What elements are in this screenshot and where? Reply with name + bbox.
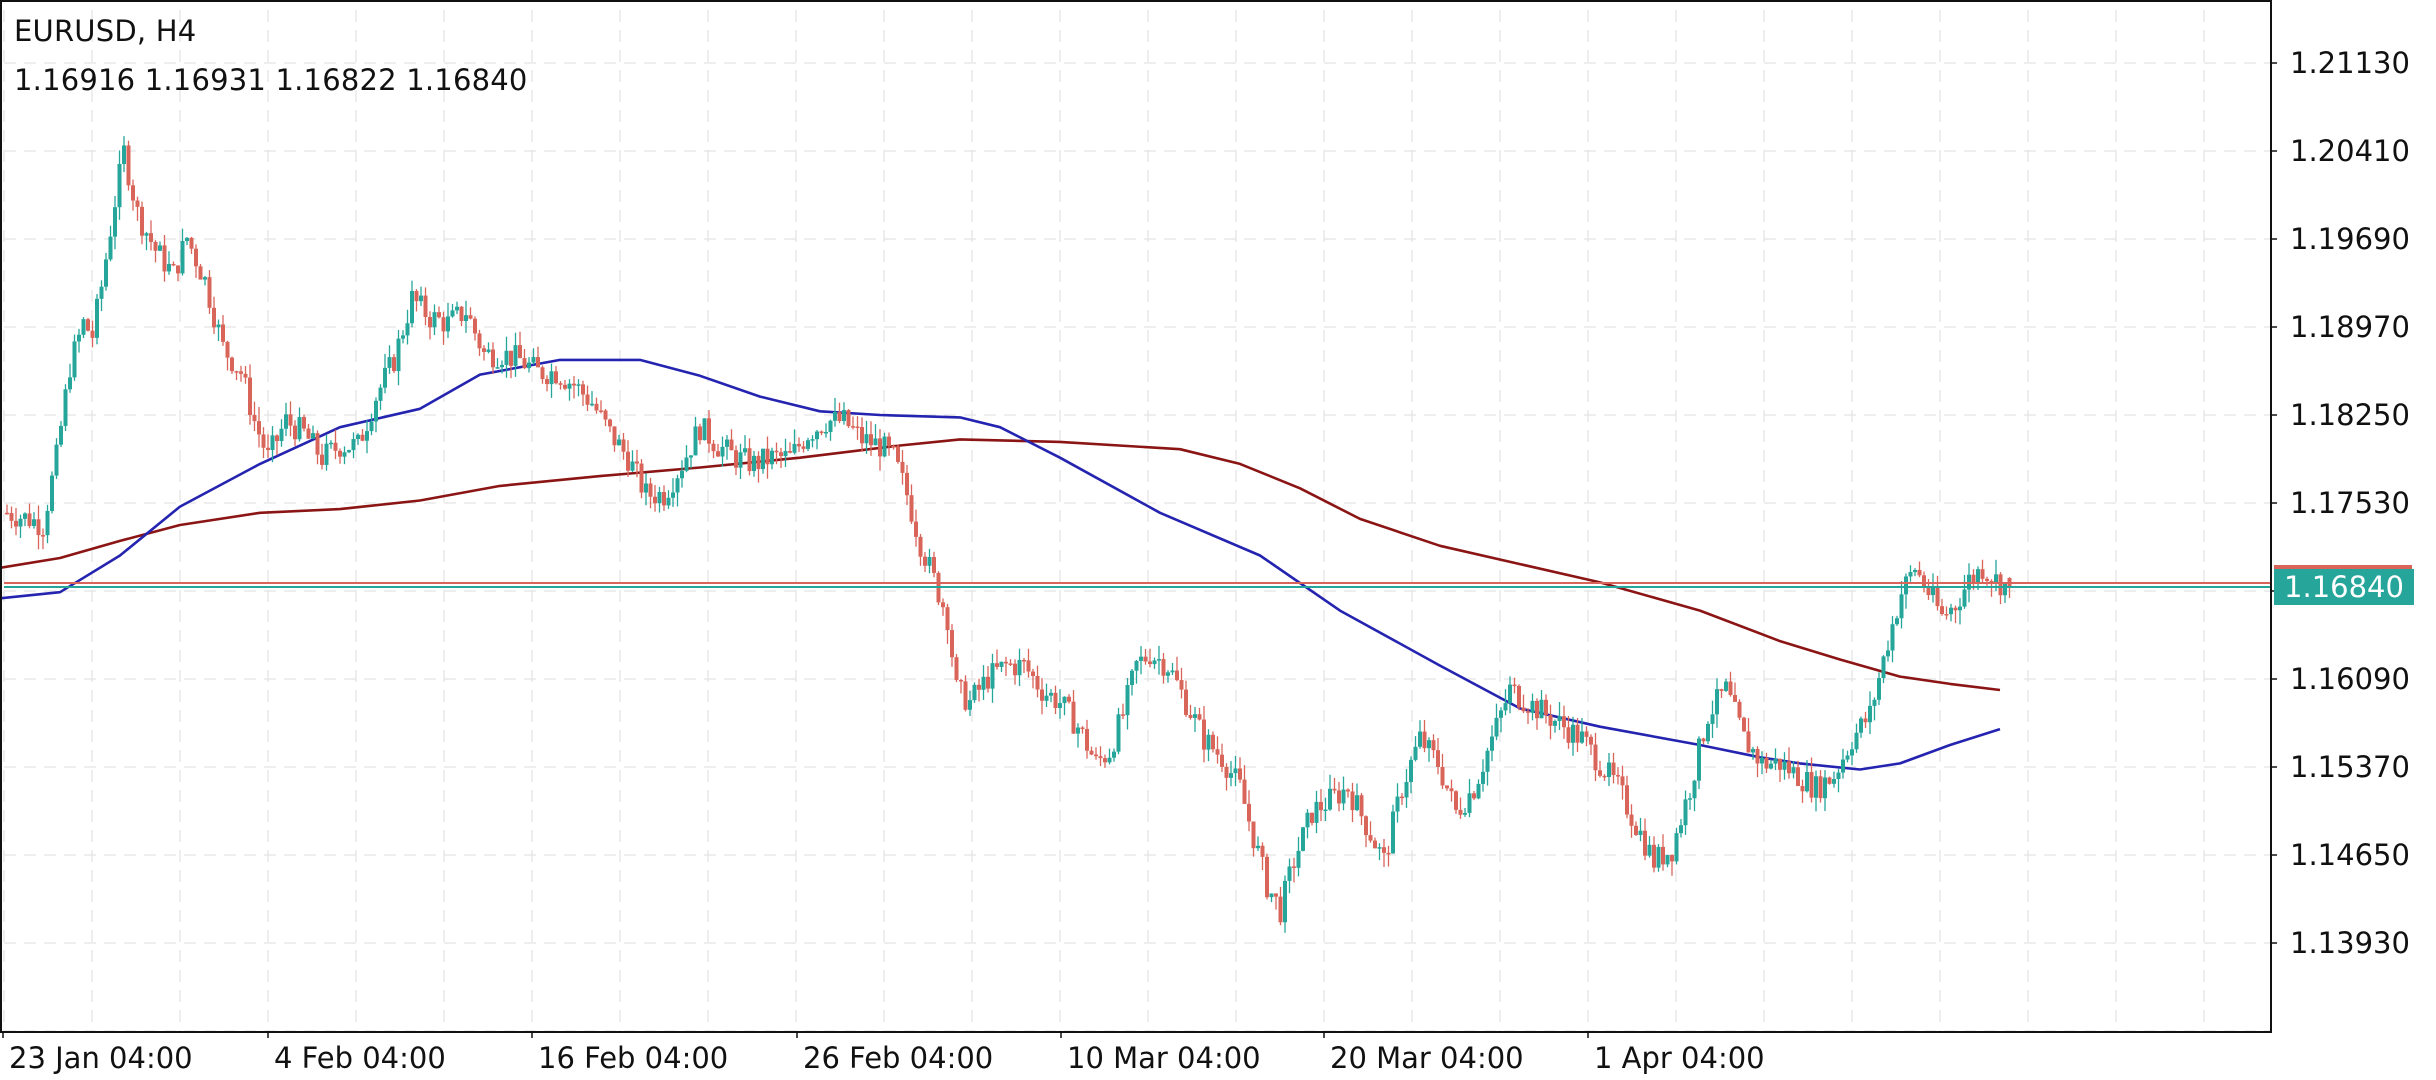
- price-axis-label: 1.18250: [2290, 398, 2410, 432]
- time-axis-label: 20 Mar 04:00: [1330, 1041, 1524, 1075]
- price-axis-label: 1.21130: [2290, 46, 2410, 80]
- time-axis-label: 26 Feb 04:00: [803, 1041, 994, 1075]
- time-axis-label: 16 Feb 04:00: [538, 1041, 729, 1075]
- ohlc-values: 1.16916 1.16931 1.16822 1.16840: [14, 63, 528, 97]
- price-axis-label: 1.13930: [2290, 926, 2410, 960]
- bid-ask-lines: [4, 582, 2271, 588]
- price-axis-label: 1.19690: [2290, 222, 2410, 256]
- time-axis-label: 1 Apr 04:00: [1594, 1041, 1765, 1075]
- price-axis-label: 1.20410: [2290, 134, 2410, 168]
- time-axis-label: 4 Feb 04:00: [274, 1041, 446, 1075]
- time-axis-label: 23 Jan 04:00: [9, 1041, 193, 1075]
- price-axis-label: 1.14650: [2290, 838, 2410, 872]
- price-axis-label: 1.15370: [2290, 750, 2410, 784]
- candlesticks: [5, 136, 2012, 933]
- chart-frame: [0, 0, 2277, 1038]
- ask-price-tag: [2274, 565, 2412, 570]
- chart-grid: [3, 10, 2271, 1032]
- current-price-tag: 1.16840: [2274, 569, 2414, 605]
- price-axis-label: 1.18970: [2290, 310, 2410, 344]
- price-axis-label: 1.17530: [2290, 486, 2410, 520]
- symbol-timeframe-label: EURUSD, H4: [14, 14, 197, 48]
- time-axis-label: 10 Mar 04:00: [1067, 1041, 1261, 1075]
- price-axis-label: 1.16090: [2290, 662, 2410, 696]
